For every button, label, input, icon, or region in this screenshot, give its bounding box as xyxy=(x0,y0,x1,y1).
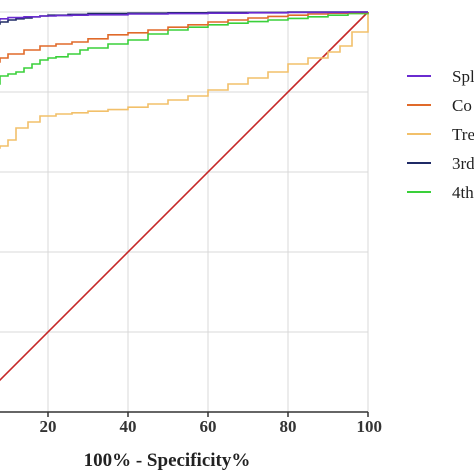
series-line-4th xyxy=(0,12,369,85)
legend-label: Tre xyxy=(452,125,474,144)
legend-label: 4th xyxy=(452,183,474,202)
series-line-co xyxy=(0,11,369,63)
legend: Spl Co Tre 3rd 4th xyxy=(407,67,474,202)
x-tick-label: 60 xyxy=(200,417,217,436)
x-axis-title: 100% - Specificity% xyxy=(84,450,251,471)
series-line-tre xyxy=(0,12,369,149)
axes xyxy=(0,411,369,417)
x-tick-label: 80 xyxy=(280,417,297,436)
legend-label: 3rd xyxy=(452,154,474,173)
series-line-spl xyxy=(0,11,368,21)
series-line-reference xyxy=(0,11,369,382)
series-lines xyxy=(0,11,369,382)
legend-label: Co xyxy=(452,96,472,115)
x-tick-label: 100 xyxy=(357,417,383,436)
x-tick-label: 20 xyxy=(40,417,57,436)
x-tick-labels: 20 40 60 80 100 xyxy=(40,417,383,436)
legend-label: Spl xyxy=(452,67,474,86)
x-tick-label: 40 xyxy=(120,417,137,436)
grid xyxy=(0,11,369,412)
